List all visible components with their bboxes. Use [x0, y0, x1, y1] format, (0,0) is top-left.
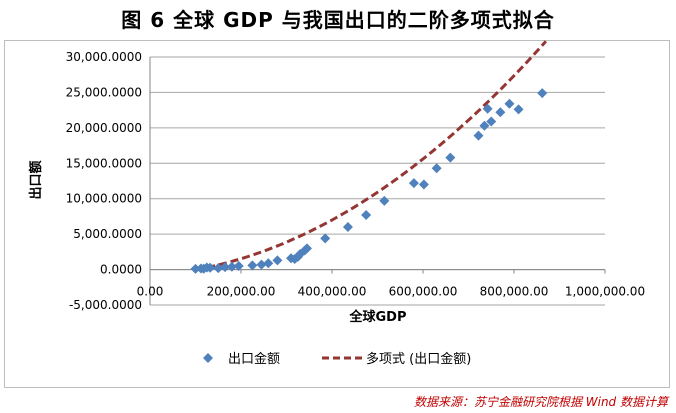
data-point — [513, 104, 524, 115]
x-tick-label: 1,000,000.00 — [565, 285, 645, 299]
data-point — [263, 258, 274, 269]
data-point — [213, 263, 224, 274]
legend: 出口金额 多项式 (出口金额) — [203, 351, 471, 367]
y-tick-label: 30,000.0000 — [66, 50, 142, 64]
legend-marker-diamond — [203, 353, 213, 363]
data-point — [504, 98, 515, 109]
data-point — [473, 130, 484, 141]
x-tick-label: 600,000.00 — [389, 285, 458, 299]
data-point — [486, 116, 497, 127]
x-axis-label: 全球GDP — [349, 309, 407, 325]
data-point — [205, 262, 216, 273]
y-tick-label: 15,000.0000 — [66, 156, 142, 170]
x-tick-label: 0.00 — [137, 285, 164, 299]
legend-label-series-2: 多项式 (出口金额) — [366, 351, 471, 367]
data-point — [320, 233, 331, 244]
data-point — [301, 243, 312, 254]
data-point — [233, 261, 244, 272]
data-point — [190, 263, 201, 274]
source-note: 数据来源：苏宁金融研究院根据 Wind 数据计算 — [413, 395, 668, 409]
trendline-layer — [195, 40, 548, 272]
x-tick-label: 800,000.00 — [480, 285, 549, 299]
data-point — [431, 163, 442, 174]
x-tick-labels: 0.00 200,000.00 400,000.00 600,000.00 800,00… — [137, 285, 645, 299]
data-point — [479, 120, 490, 131]
x-tick-label: 400,000.00 — [298, 285, 367, 299]
data-point — [342, 222, 353, 233]
data-point — [272, 255, 283, 266]
data-point — [482, 103, 493, 114]
data-point — [418, 179, 429, 190]
y-tick-label: 0.0000 — [100, 263, 142, 277]
y-tick-label: 25,000.0000 — [66, 85, 142, 99]
data-point — [495, 107, 506, 118]
page-title: 图 6 全球 GDP 与我国出口的二阶多项式拟合 — [121, 8, 555, 32]
y-tick-label: 5,000.0000 — [73, 227, 142, 241]
x-tick-label: 200,000.00 — [207, 285, 276, 299]
y-axis-label: 出口额 — [28, 160, 44, 199]
data-point — [361, 210, 372, 221]
data-point — [445, 152, 456, 163]
data-point — [220, 262, 231, 273]
data-point — [247, 260, 258, 271]
polynomial-trendline — [195, 40, 548, 272]
y-tick-labels: -5,000.0000 0.0000 5,000.0000 10,000.0000 15… — [66, 50, 142, 312]
data-point — [256, 259, 267, 270]
data-point — [537, 88, 548, 99]
chart-frame — [4, 40, 670, 388]
y-tick-label: -5,000.0000 — [69, 298, 142, 312]
data-point — [379, 195, 390, 206]
y-tick-label: 10,000.0000 — [66, 192, 142, 206]
data-point — [408, 178, 419, 189]
scatter-points — [190, 88, 548, 274]
y-tick-label: 20,000.0000 — [66, 121, 142, 135]
legend-label-series-1: 出口金额 — [228, 351, 280, 367]
data-point — [226, 261, 237, 272]
